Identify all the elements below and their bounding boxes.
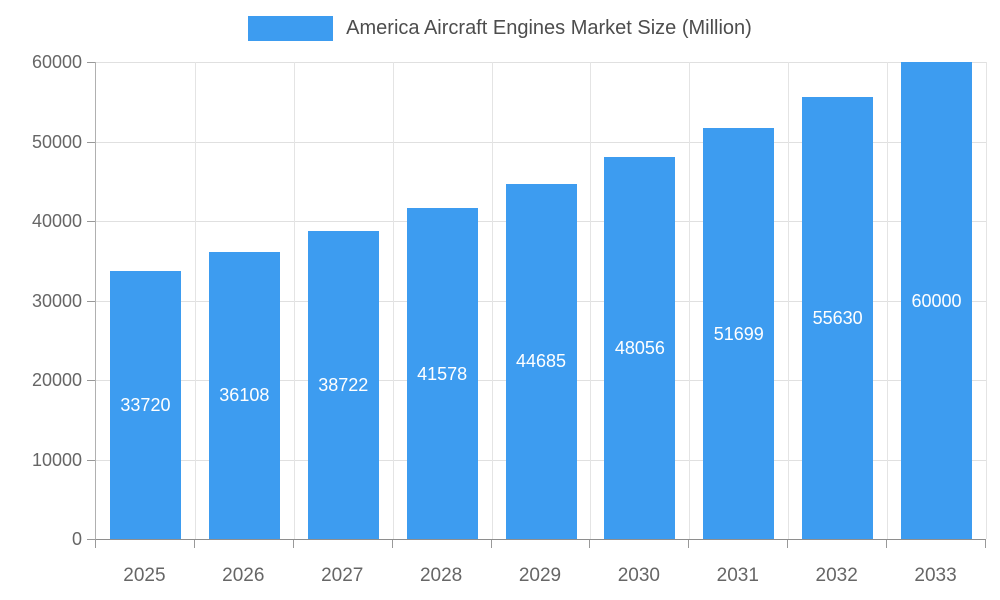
x-axis-tick [787, 540, 789, 548]
x-tick-label: 2031 [716, 565, 759, 586]
bar: 60000 [901, 62, 973, 539]
bar: 41578 [406, 208, 478, 539]
bar-value-label: 60000 [911, 290, 962, 311]
bar: 33720 [109, 270, 181, 539]
x-gridline [491, 62, 493, 539]
y-tick-label: 0 [71, 529, 82, 549]
x-tick-label: 2030 [617, 565, 661, 586]
bar-value-label: 48056 [614, 337, 665, 358]
legend: America Aircraft Engines Market Size (Mi… [0, 16, 1000, 41]
x-gridline [590, 62, 592, 539]
x-tick-label: 2027 [321, 565, 364, 586]
x-tick-label: 2025 [123, 565, 166, 586]
x-tick-label: 2033 [914, 565, 957, 586]
bar-value-label: 36108 [219, 385, 270, 406]
y-tick-label: 40000 [31, 211, 82, 231]
x-tick-label: 2029 [518, 565, 562, 586]
bar: 36108 [208, 251, 280, 539]
y-tick-label: 30000 [31, 290, 82, 311]
bar: 48056 [604, 156, 676, 539]
x-gridline [293, 62, 295, 539]
x-axis-tick [886, 540, 888, 548]
x-axis-tick [589, 540, 591, 548]
legend-swatch [248, 16, 334, 41]
y-axis-tick [87, 459, 95, 461]
y-tick-label: 10000 [31, 449, 82, 470]
plot-area: 33720 36108 38722 41578 44685 48056 51699 55630… [95, 62, 987, 540]
x-axis-tick [391, 540, 393, 548]
x-tick-label: 2032 [815, 565, 858, 586]
x-axis: 2025 2026 2027 2028 2029 2030 2031 2032 2033 [95, 565, 985, 589]
x-tick-label: 2026 [222, 565, 265, 586]
bar: 51699 [703, 128, 775, 539]
bar-value-label: 51699 [713, 323, 764, 344]
y-axis-tick [87, 300, 95, 302]
x-gridline [392, 62, 394, 539]
bar: 38722 [307, 231, 379, 539]
x-gridline [788, 62, 790, 539]
y-tick-label: 20000 [31, 370, 82, 390]
legend-label: America Aircraft Engines Market Size (Mi… [346, 17, 752, 39]
bar: 44685 [505, 183, 577, 539]
bar-value-label: 55630 [812, 307, 863, 328]
bar-value-label: 33720 [120, 394, 171, 415]
x-axis-tick [688, 540, 690, 548]
bar-value-label: 38722 [318, 375, 369, 396]
x-axis-tick [193, 540, 195, 548]
x-gridline [194, 62, 196, 539]
y-axis-tick [87, 539, 95, 540]
x-tick-label: 2028 [419, 565, 463, 586]
bar-value-label: 41578 [417, 363, 468, 384]
bar-value-label: 44685 [515, 351, 567, 372]
y-axis-tick [87, 141, 95, 143]
y-axis-tick [87, 62, 95, 63]
bar: 55630 [802, 96, 874, 539]
x-gridline [887, 62, 889, 539]
x-axis-tick [95, 540, 96, 548]
x-axis-tick [985, 540, 986, 548]
y-gridline [96, 141, 986, 143]
x-axis-tick [490, 540, 492, 548]
y-axis: 0 10000 20000 30000 40000 50000 60000 [0, 52, 82, 549]
y-gridline [96, 62, 986, 63]
y-axis-tick [87, 221, 95, 222]
y-axis-tick [87, 380, 95, 381]
x-gridline [986, 62, 987, 539]
y-tick-label: 50000 [31, 131, 82, 152]
y-tick-label: 60000 [31, 52, 82, 72]
x-axis-tick [292, 540, 294, 548]
x-gridline [689, 62, 691, 539]
